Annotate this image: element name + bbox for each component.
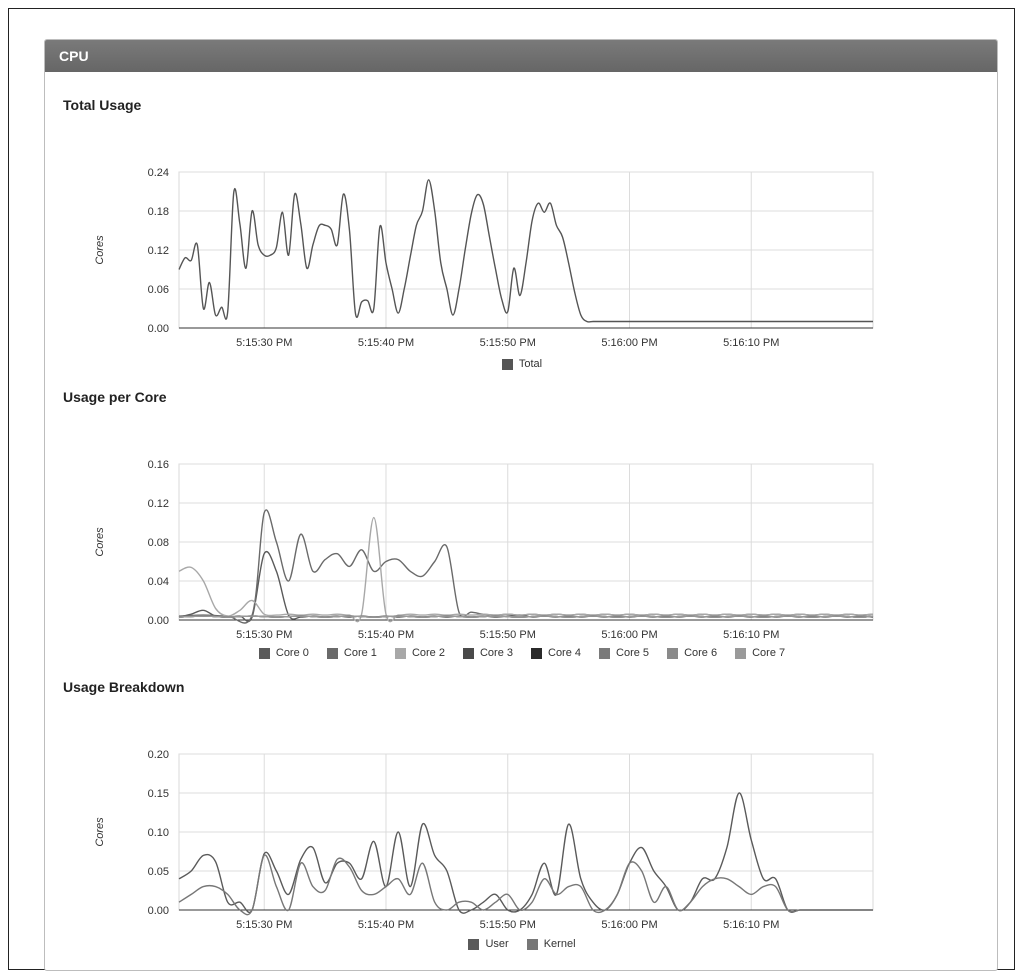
usage-breakdown-legend: User Kernel [45, 938, 999, 950]
legend-swatch [599, 647, 611, 659]
x-tick-label: 5:15:50 PM [480, 629, 536, 641]
legend-swatch [326, 647, 338, 659]
series-line-core-2 [178, 516, 874, 623]
legend-swatch [394, 647, 406, 659]
y-tick-label: 0.00 [148, 615, 169, 627]
screenshot-frame: CPU Total Usage 0.00 0.06 0.12 0.18 0.24 5:15… [8, 8, 1015, 971]
x-tick-label: 5:16:00 PM [601, 919, 657, 931]
legend-swatch [735, 647, 747, 659]
usage-per-core-legend: Core 0 Core 1 Core 2 Core 3 Core 4 Core 5 Core… [45, 647, 999, 659]
legend-swatch [462, 647, 474, 659]
legend-swatch [258, 647, 270, 659]
y-tick-label: 0.18 [148, 206, 169, 218]
legend-item-core-6[interactable]: Core 6 [667, 647, 717, 659]
y-tick-label: 0.00 [148, 905, 169, 917]
y-tick-label: 0.12 [148, 245, 169, 257]
y-tick-label: 0.05 [148, 866, 169, 878]
legend-swatch [468, 938, 480, 950]
total-usage-legend: Total [45, 358, 999, 370]
y-axis-label: Cores [94, 235, 106, 265]
legend-item-core-1[interactable]: Core 1 [326, 647, 377, 659]
x-tick-label: 5:15:40 PM [358, 337, 414, 349]
y-tick-label: 0.00 [148, 323, 169, 335]
x-tick-label: 5:15:40 PM [358, 629, 414, 641]
legend-swatch [501, 358, 513, 370]
legend-label: Core 4 [548, 647, 582, 659]
series-line-core-7 [178, 615, 874, 618]
series-line-total [178, 179, 873, 323]
series-line-user [178, 792, 873, 914]
y-tick-label: 0.06 [148, 284, 169, 296]
series-line-core-1 [178, 509, 874, 624]
legend-label: Core 0 [275, 647, 309, 659]
x-tick-label: 5:16:10 PM [723, 337, 779, 349]
legend-item-total[interactable]: Total [501, 358, 543, 370]
x-tick-label: 5:16:10 PM [723, 629, 779, 641]
legend-label: Core 5 [616, 647, 650, 659]
total-usage-chart: 0.00 0.06 0.12 0.18 0.24 5:15:30 PM 5:15:40 PM… [94, 167, 874, 349]
usage-breakdown-chart: 0.00 0.05 0.10 0.15 0.20 5:15:30 PM 5:15:40 PM… [94, 749, 874, 931]
legend-swatch [526, 938, 538, 950]
section-title-usage-breakdown: Usage Breakdown [63, 679, 185, 695]
series-line-kernel [178, 854, 873, 916]
y-tick-label: 0.04 [148, 576, 169, 588]
y-tick-label: 0.24 [148, 167, 169, 179]
y-tick-label: 0.16 [148, 459, 169, 471]
x-tick-label: 5:15:30 PM [236, 629, 292, 641]
legend-item-core-0[interactable]: Core 0 [258, 647, 309, 659]
series-line-core-0 [178, 551, 874, 623]
legend-item-core-3[interactable]: Core 3 [462, 647, 513, 659]
legend-label: Core 6 [684, 647, 718, 659]
y-tick-label: 0.10 [148, 827, 169, 839]
legend-item-core-7[interactable]: Core 7 [735, 647, 785, 659]
usage-per-core-chart: 0.00 0.04 0.08 0.12 0.16 5:15:30 PM 5:15:40 PM… [94, 459, 874, 641]
legend-item-user[interactable]: User [468, 938, 509, 950]
legend-item-core-2[interactable]: Core 2 [394, 647, 445, 659]
legend-label: Core 3 [479, 647, 513, 659]
x-tick-label: 5:16:00 PM [601, 629, 657, 641]
legend-swatch [667, 647, 679, 659]
legend-label: Total [518, 358, 543, 370]
panel-header: CPU [45, 40, 997, 72]
legend-item-kernel[interactable]: Kernel [526, 938, 576, 950]
y-tick-label: 0.20 [148, 749, 169, 761]
x-tick-label: 5:15:30 PM [236, 337, 292, 349]
y-axis-label: Cores [94, 817, 106, 847]
y-axis-label: Cores [94, 527, 106, 557]
legend-label: Core 7 [752, 647, 786, 659]
legend-label: User [485, 938, 509, 950]
y-tick-label: 0.15 [148, 788, 169, 800]
section-title-usage-per-core: Usage per Core [63, 389, 167, 405]
legend-label: Core 1 [343, 647, 377, 659]
legend-label: Kernel [543, 938, 576, 950]
legend-label: Core 2 [411, 647, 445, 659]
y-tick-label: 0.12 [148, 498, 169, 510]
x-tick-label: 5:15:40 PM [358, 919, 414, 931]
y-tick-label: 0.08 [148, 537, 169, 549]
x-tick-label: 5:16:10 PM [723, 919, 779, 931]
legend-swatch [531, 647, 542, 659]
legend-item-core-5[interactable]: Core 5 [599, 647, 649, 659]
x-tick-label: 5:16:00 PM [601, 337, 657, 349]
x-tick-label: 5:15:30 PM [236, 919, 292, 931]
x-tick-label: 5:15:50 PM [480, 919, 536, 931]
panel-title: CPU [59, 48, 89, 64]
cpu-panel: CPU Total Usage 0.00 0.06 0.12 0.18 0.24 5:15… [44, 39, 998, 971]
x-tick-label: 5:15:50 PM [480, 337, 536, 349]
section-title-total-usage: Total Usage [63, 97, 142, 113]
legend-item-core-4[interactable]: Core 4 [531, 647, 581, 659]
